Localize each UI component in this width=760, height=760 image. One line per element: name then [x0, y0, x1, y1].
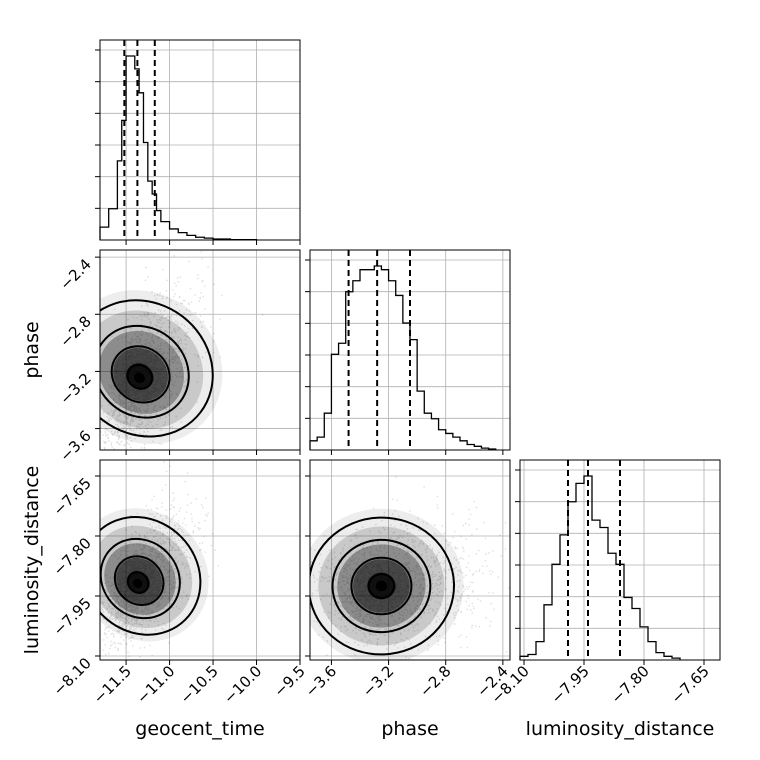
- xtick-label-luminosity_distance-2: −7.80: [608, 662, 653, 707]
- hist-phase: [305, 249, 511, 455]
- panel-phase-vs-geocent_time-level-5: [133, 372, 145, 384]
- ytick-label-phase-3: −2.4: [56, 255, 94, 293]
- ytick-label-phase-0: −3.6: [56, 427, 94, 465]
- hist-phase-steps: [309, 265, 497, 450]
- panel-luminosity_distance-vs-geocent_time-contour-2: [113, 555, 165, 606]
- panel-phase-vs-geocent_time-frame: [99, 249, 301, 451]
- panel-luminosity_distance-vs-geocent_time: −11.5−11.0−10.5−10.0 −9.5 −8.10 −7.95 −7.80 −…: [50, 459, 309, 707]
- panel-phase-vs-geocent_time-contour-3: [126, 363, 153, 390]
- ylabel-phase: phase: [21, 321, 43, 378]
- panel-luminosity_distance-vs-phase-frame: [309, 459, 511, 661]
- xtick-label-geocent_time-1: −11.0: [133, 662, 178, 707]
- xtick-label-geocent_time-3: −10.0: [220, 662, 265, 707]
- hist-luminosity_distance-frame: [519, 459, 721, 661]
- hist-luminosity_distance: −8.10 −7.95 −7.80 −7.65: [488, 459, 721, 707]
- panel-luminosity_distance-vs-geocent_time-density: [100, 460, 220, 660]
- xtick-label-luminosity_distance-3: −7.65: [668, 662, 713, 707]
- panel-luminosity_distance-vs-geocent_time-contour-0: [100, 516, 202, 636]
- panel-phase-vs-geocent_time-contour-1: [100, 324, 190, 419]
- xtick-label-geocent_time-0: −11.5: [90, 662, 135, 707]
- panel-phase-vs-geocent_time-contour-0: [100, 299, 214, 438]
- xtick-label-luminosity_distance-1: −7.95: [548, 662, 593, 707]
- panel-luminosity_distance-vs-phase-contour-2: [350, 556, 413, 616]
- panel-phase-vs-geocent_time: −3.6 −3.2 −2.8 −2.4: [56, 249, 301, 465]
- panel-phase-vs-geocent_time-contour-2: [110, 345, 171, 404]
- panel-phase-vs-geocent_time-density: [100, 251, 264, 450]
- panel-luminosity_distance-vs-geocent_time-contour-1: [100, 537, 181, 620]
- hist-phase-frame: [309, 249, 511, 451]
- ytick-label-luminosity_distance-1: −7.95: [50, 594, 95, 639]
- xtick-label-geocent_time-4: −9.5: [270, 662, 308, 700]
- xlabel-geocent-time: geocent_time: [135, 718, 264, 740]
- ytick-label-phase-1: −3.2: [56, 370, 94, 408]
- xtick-label-phase-0: −3.6: [302, 662, 340, 700]
- ytick-label-luminosity_distance-0: −8.10: [50, 654, 95, 699]
- hist-geocent_time-steps: [99, 55, 258, 241]
- panel-luminosity_distance-vs-geocent_time-samples: [100, 460, 220, 660]
- hist-geocent_time: [95, 39, 301, 245]
- xlabel-phase: phase: [381, 718, 438, 740]
- ytick-label-luminosity_distance-2: −7.80: [50, 534, 95, 579]
- panel-luminosity_distance-vs-geocent_time-level-5: [133, 578, 143, 588]
- xtick-label-phase-2: −2.8: [416, 662, 454, 700]
- panel-luminosity_distance-vs-phase-level-5: [375, 580, 388, 592]
- panel-luminosity_distance-vs-phase-samples: [310, 476, 510, 660]
- panel-luminosity_distance-vs-phase: −3.6 −3.2 −2.8 −2.4: [302, 459, 512, 701]
- panel-luminosity_distance-vs-phase-density: [310, 476, 510, 660]
- ylabel-luminosity-distance: luminosity_distance: [21, 466, 43, 655]
- hist-geocent_time-frame: [99, 39, 301, 241]
- panel-luminosity_distance-vs-geocent_time-contour-3: [126, 571, 150, 594]
- ytick-label-luminosity_distance-3: −7.65: [50, 474, 95, 519]
- xtick-label-geocent_time-2: −10.5: [177, 662, 222, 707]
- xtick-label-phase-1: −3.2: [359, 662, 397, 700]
- panel-luminosity_distance-vs-phase-contour-1: [331, 538, 432, 634]
- panel-luminosity_distance-vs-geocent_time-frame: [99, 459, 301, 661]
- hist-luminosity_distance-steps: [519, 475, 681, 660]
- xlabel-luminosity-distance: luminosity_distance: [526, 718, 715, 740]
- panel-luminosity_distance-vs-phase-contour-0: [310, 516, 456, 656]
- panel-luminosity_distance-vs-phase-contour-3: [367, 573, 396, 599]
- ytick-label-phase-2: −2.8: [56, 312, 94, 350]
